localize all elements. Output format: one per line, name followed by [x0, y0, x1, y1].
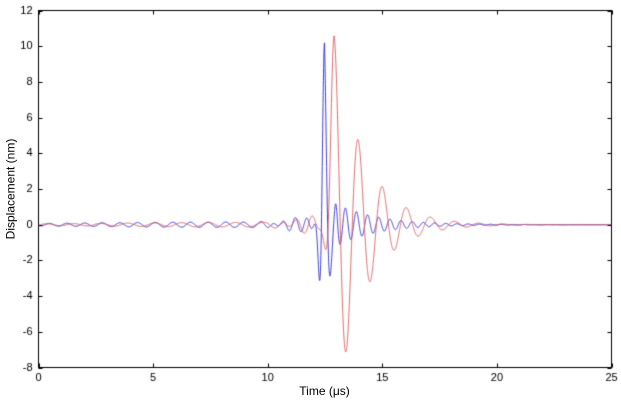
y-axis-label-wrap: Displacement (nm): [2, 10, 18, 367]
y-axis-label: Displacement (nm): [3, 138, 18, 239]
x-axis-label: Time (μs): [299, 384, 350, 398]
